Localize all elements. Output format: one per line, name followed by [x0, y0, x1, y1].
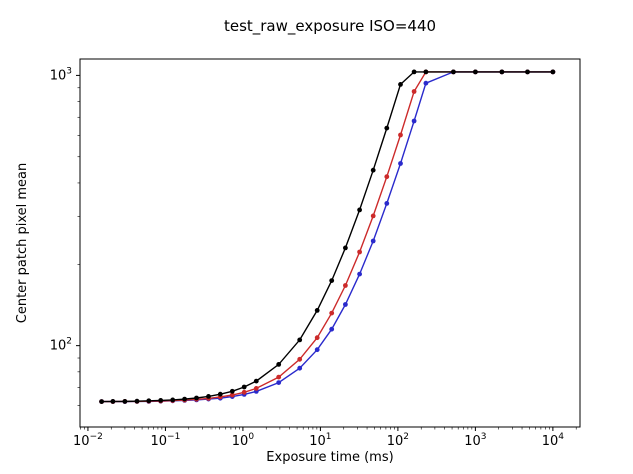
series-point-blue: [370, 238, 376, 244]
series-point-blue: [423, 80, 429, 86]
series-point-red: [411, 89, 417, 94]
series-point-black: [384, 125, 390, 131]
series-line-red: [101, 71, 553, 403]
series-point-red: [398, 132, 403, 138]
series-point-black: [473, 69, 478, 75]
series-point-blue: [357, 271, 362, 277]
series-point-black: [423, 69, 429, 75]
x-tick-label: 101: [309, 432, 331, 449]
series-point-black: [370, 167, 376, 173]
series-point-black: [451, 69, 456, 75]
series-point-black: [411, 69, 417, 75]
series-point-red: [357, 249, 362, 255]
series-point-black: [398, 82, 403, 87]
series-point-black: [253, 378, 259, 384]
series-point-black: [206, 394, 211, 399]
series-point-black: [110, 399, 116, 404]
series-point-black: [343, 245, 348, 251]
series-point-red: [276, 374, 282, 380]
series-line-blue: [101, 71, 553, 403]
series-point-red: [253, 386, 259, 391]
y-axis-label: Center patch pixel mean: [15, 163, 30, 324]
series-point-black: [229, 388, 235, 394]
series-point-black: [158, 398, 164, 403]
y-tick-label: 102: [50, 337, 72, 354]
series-point-blue: [276, 380, 282, 385]
series-point-black: [276, 362, 282, 367]
series-point-red: [229, 392, 235, 398]
chart-title: test_raw_exposure ISO=440: [224, 17, 436, 36]
series-point-black: [241, 384, 247, 390]
x-tick-label: 103: [464, 432, 486, 449]
series-point-black: [329, 278, 335, 283]
x-axis-label: Exposure time (ms): [266, 450, 393, 465]
series-point-black: [550, 69, 556, 75]
series-point-black: [217, 391, 223, 397]
series-point-black: [122, 399, 128, 404]
series-point-black: [357, 207, 362, 213]
series-point-blue: [398, 161, 403, 166]
x-tick-label: 10−2: [73, 432, 103, 449]
series-point-blue: [314, 347, 320, 353]
series-line-black: [101, 71, 553, 403]
x-tick-label: 10−1: [151, 432, 181, 449]
x-tick-label: 102: [387, 432, 409, 449]
series-point-black: [314, 308, 320, 313]
series-point-red: [297, 356, 303, 362]
series-point-black: [134, 398, 140, 404]
y-tick-label: 103: [50, 66, 72, 83]
series-point-black: [499, 69, 505, 75]
series-point-black: [297, 337, 303, 343]
x-tick-label: 104: [542, 432, 565, 449]
x-tick-label: 100: [232, 432, 255, 449]
series-point-blue: [411, 118, 417, 124]
series-point-red: [314, 335, 320, 341]
series-point-red: [241, 389, 247, 395]
series-point-red: [329, 310, 335, 316]
series-point-black: [170, 397, 176, 403]
series-point-black: [525, 69, 530, 75]
series-point-black: [194, 395, 199, 401]
series-point-black: [99, 399, 104, 404]
series-point-black: [182, 396, 188, 402]
series-point-blue: [297, 365, 303, 371]
series-point-blue: [384, 201, 390, 206]
axes-frame: [79, 58, 581, 428]
series-point-red: [343, 283, 348, 288]
series-point-blue: [343, 302, 348, 307]
series-point-red: [384, 174, 390, 180]
series-point-blue: [329, 326, 335, 332]
series-point-red: [370, 213, 376, 219]
series-point-black: [146, 398, 152, 404]
